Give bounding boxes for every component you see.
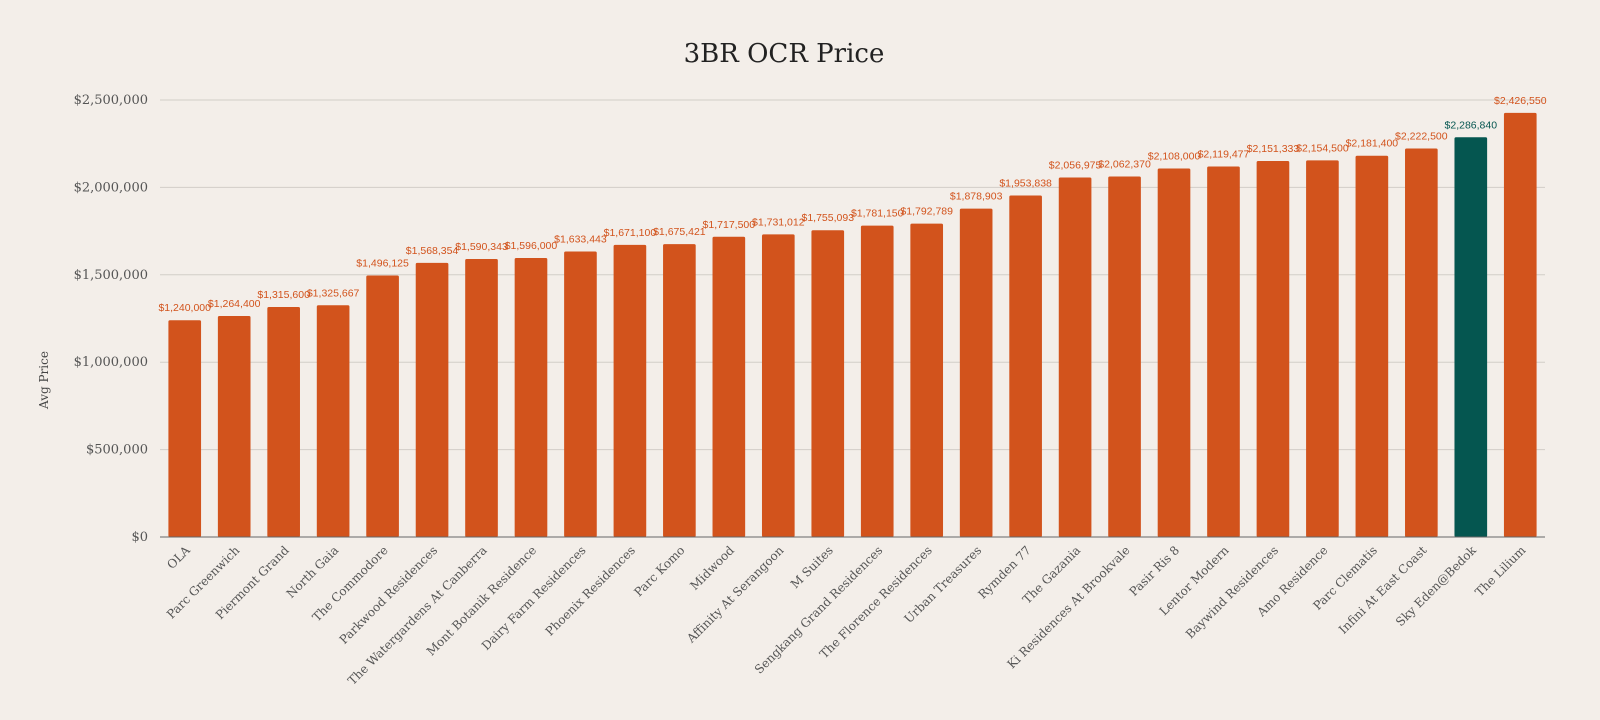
y-axis-label: Avg Price bbox=[37, 351, 51, 410]
data-label: $1,755,093 bbox=[801, 212, 854, 224]
data-label: $1,325,667 bbox=[307, 287, 360, 299]
x-tick-label: The Lilium bbox=[1472, 543, 1528, 599]
bar-rymden-77 bbox=[1009, 195, 1042, 537]
data-label: $2,154,500 bbox=[1296, 142, 1349, 154]
bar-the-watergardens-at-canberra bbox=[465, 259, 498, 537]
chart-title: 3BR OCR Price bbox=[684, 39, 885, 69]
bars bbox=[168, 112, 1537, 538]
bar-the-gazania bbox=[1058, 177, 1092, 537]
data-label: $1,315,600 bbox=[257, 289, 310, 301]
y-tick-label: $1,500,000 bbox=[74, 268, 148, 283]
bar-the-commodore bbox=[366, 275, 399, 537]
data-label: $1,671,100 bbox=[604, 227, 657, 239]
bar-mont-botanik-residence bbox=[514, 258, 548, 537]
y-tick-label: $0 bbox=[131, 530, 148, 545]
data-label: $2,119,477 bbox=[1198, 149, 1250, 161]
data-label: $1,568,354 bbox=[406, 245, 459, 257]
bar-parkwood-residences bbox=[415, 262, 449, 537]
data-label: $2,056,975 bbox=[1049, 159, 1102, 171]
y-tick-label: $2,500,000 bbox=[74, 93, 148, 108]
data-label: $1,633,443 bbox=[554, 233, 607, 245]
bar-sky-eden-bedok bbox=[1454, 137, 1488, 537]
data-label: $1,792,789 bbox=[900, 206, 953, 218]
x-tick-label: Midwood bbox=[687, 543, 737, 593]
data-label: $1,717,500 bbox=[703, 219, 756, 231]
x-tick-label: M Suites bbox=[788, 543, 836, 591]
x-tick-label: Phoenix Residences bbox=[543, 543, 638, 638]
bar-parc-greenwich bbox=[217, 315, 251, 537]
bar-parc-clematis bbox=[1355, 155, 1389, 537]
bar-urban-treasures bbox=[959, 208, 993, 537]
data-labels: $1,240,000$1,264,400$1,315,600$1,325,667… bbox=[158, 95, 1546, 314]
data-label: $1,240,000 bbox=[158, 302, 211, 314]
data-label: $1,675,421 bbox=[653, 226, 706, 238]
bar-the-lilium bbox=[1503, 112, 1537, 538]
bar-piermont-grand bbox=[267, 307, 300, 537]
bar-phoenix-residences bbox=[613, 244, 647, 537]
bar-north-gaia bbox=[316, 305, 350, 537]
data-label: $2,426,550 bbox=[1494, 95, 1547, 107]
bar-infini-at-east-coast bbox=[1405, 148, 1438, 537]
y-axis-ticks: $0 $500,000 $1,000,000 $1,500,000 $2,000,000… bbox=[74, 93, 148, 545]
data-label: $1,953,838 bbox=[999, 177, 1052, 189]
x-tick-label: Baywind Residences bbox=[1183, 543, 1281, 641]
bar-baywind-residences bbox=[1256, 160, 1290, 537]
x-tick-label: Affinity At Serangoon bbox=[683, 543, 786, 646]
x-tick-label: Parc Komo bbox=[631, 543, 687, 599]
bar-midwood bbox=[712, 236, 746, 537]
bar-pasir-ris-8 bbox=[1157, 168, 1191, 537]
bar-the-florence-residences bbox=[910, 223, 944, 537]
data-label: $2,108,000 bbox=[1148, 151, 1201, 163]
data-label: $1,264,400 bbox=[208, 298, 261, 310]
x-tick-label: OLA bbox=[164, 543, 193, 572]
bar-affinity-at-serangoon bbox=[761, 234, 795, 537]
x-tick-label: Parkwood Residences bbox=[337, 543, 441, 647]
bar-amo-residence bbox=[1306, 160, 1339, 537]
bar-m-suites bbox=[811, 230, 845, 537]
data-label: $2,151,333 bbox=[1247, 143, 1300, 155]
y-tick-label: $2,000,000 bbox=[74, 180, 148, 195]
data-label: $2,286,840 bbox=[1445, 119, 1498, 131]
y-tick-label: $1,000,000 bbox=[74, 355, 148, 370]
bar-lentor-modern bbox=[1207, 166, 1240, 537]
data-label: $2,062,370 bbox=[1098, 158, 1151, 170]
y-tick-label: $500,000 bbox=[86, 443, 148, 458]
data-label: $1,596,000 bbox=[505, 240, 558, 252]
data-label: $1,781,150 bbox=[851, 208, 904, 220]
data-label: $1,590,343 bbox=[455, 241, 508, 253]
data-label: $1,731,012 bbox=[752, 216, 805, 228]
data-label: $2,181,400 bbox=[1346, 138, 1399, 150]
data-label: $1,878,903 bbox=[950, 191, 1003, 203]
bar-ki-residences-at-brookvale bbox=[1108, 176, 1141, 537]
bar-ola bbox=[168, 320, 202, 537]
x-tick-label: Infini At East Coast bbox=[1336, 543, 1430, 637]
data-label: $1,496,125 bbox=[356, 257, 409, 269]
bar-sengkang-grand-residences bbox=[860, 225, 894, 538]
data-label: $2,222,500 bbox=[1395, 131, 1448, 143]
bar-parc-komo bbox=[663, 244, 696, 537]
bar-dairy-farm-residences bbox=[564, 251, 597, 537]
